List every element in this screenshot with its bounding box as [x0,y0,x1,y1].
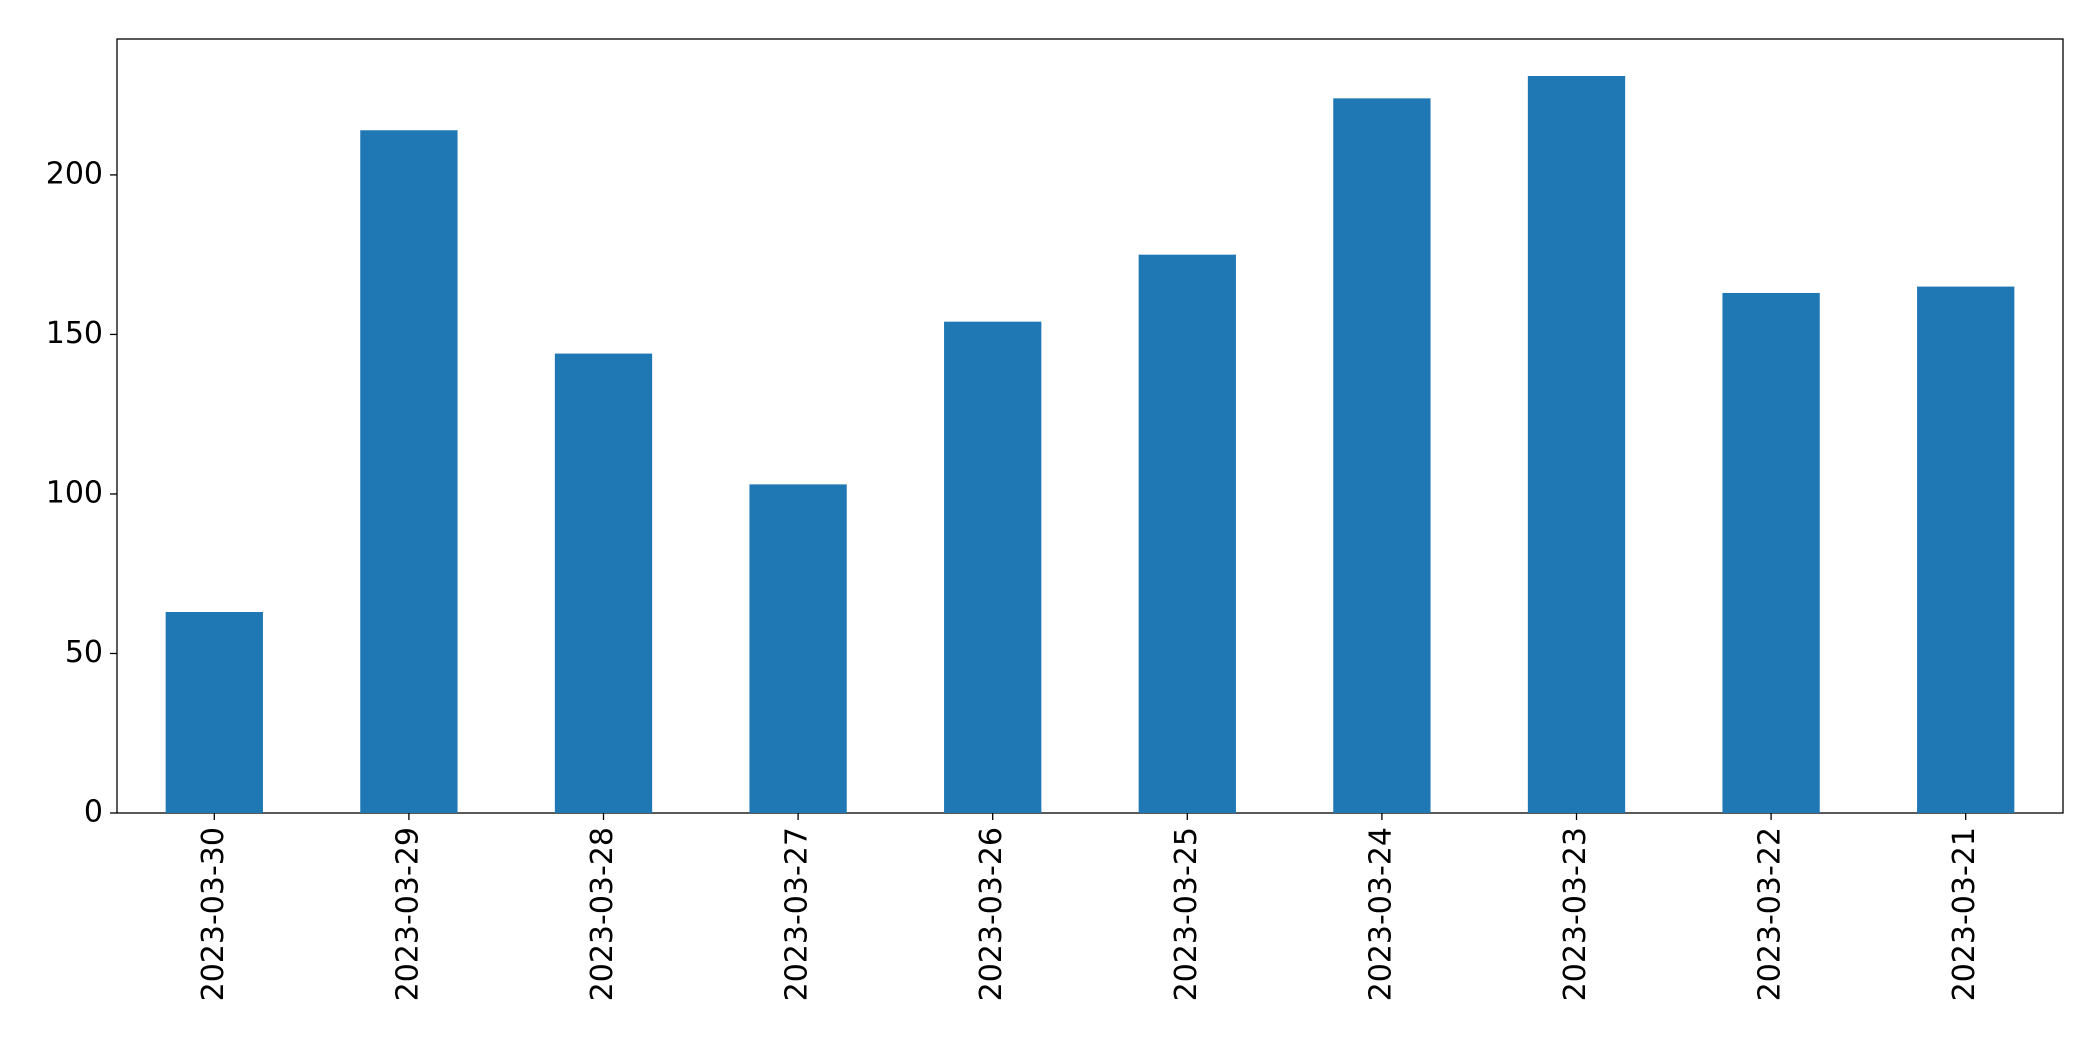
y-tick-label: 200 [46,156,103,191]
x-tick-label: 2023-03-23 [1558,827,1593,1001]
y-tick-label: 100 [46,475,103,510]
bar [554,353,653,813]
bar [749,484,847,813]
bar [1138,254,1236,814]
bar [944,321,1042,813]
bar [1722,292,1820,814]
x-tick-label: 2023-03-29 [390,827,425,1001]
x-tick-label: 2023-03-30 [196,827,231,1001]
x-tick-label: 2023-03-28 [585,827,620,1001]
axes-frame [116,38,2064,814]
x-tick-label: 2023-03-27 [780,827,815,1001]
x-tick-label: 2023-03-21 [1947,827,1982,1001]
bar [1917,286,2015,814]
bar [360,130,458,814]
bar [1527,76,1626,813]
x-tick-label: 2023-03-24 [1363,827,1398,1001]
bar [1333,98,1431,814]
x-tick-label: 2023-03-26 [974,827,1009,1001]
y-tick-label: 0 [84,795,103,830]
bar [165,612,263,813]
y-tick-label: 150 [46,316,103,351]
y-tick-label: 50 [65,635,103,670]
x-tick-label: 2023-03-25 [1169,827,1204,1001]
x-tick-label: 2023-03-22 [1753,827,1788,1001]
